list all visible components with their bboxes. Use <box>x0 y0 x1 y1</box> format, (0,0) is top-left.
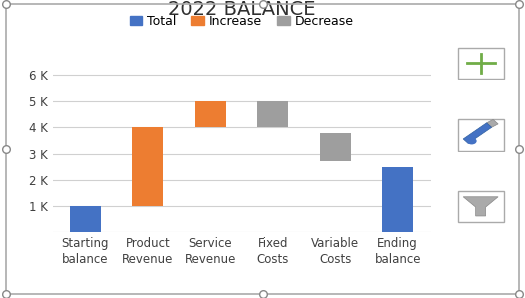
FancyBboxPatch shape <box>458 119 503 150</box>
Bar <box>320 133 351 162</box>
Polygon shape <box>463 197 498 216</box>
Bar <box>132 127 163 206</box>
FancyBboxPatch shape <box>458 191 503 222</box>
FancyBboxPatch shape <box>458 48 503 79</box>
Bar <box>382 167 413 232</box>
Legend: Total, Increase, Decrease: Total, Increase, Decrease <box>124 10 359 33</box>
Title: 2022 BALANCE: 2022 BALANCE <box>168 0 315 19</box>
Circle shape <box>467 138 477 145</box>
Bar <box>257 101 288 127</box>
Bar <box>70 206 101 232</box>
Polygon shape <box>487 119 498 127</box>
Bar <box>195 101 226 127</box>
Polygon shape <box>463 123 491 143</box>
